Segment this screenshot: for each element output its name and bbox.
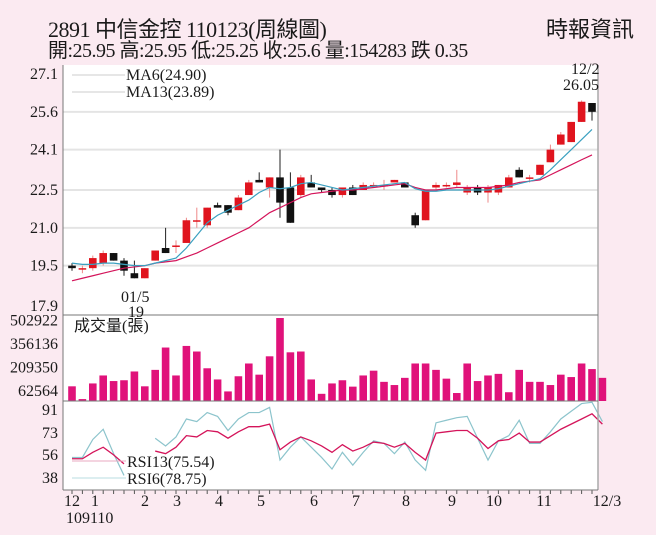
svg-text:21.0: 21.0	[30, 220, 58, 237]
high-value-annotation: 26.05	[563, 77, 599, 94]
chart-title: 2891 中信金控 110123(周線圖)	[48, 17, 327, 42]
svg-text:24.1: 24.1	[30, 142, 58, 159]
svg-text:502922: 502922	[10, 313, 58, 330]
moving-averages	[71, 129, 593, 282]
svg-text:11: 11	[536, 493, 551, 510]
svg-text:5: 5	[257, 493, 265, 510]
rsi13-legend: RSI13(75.54)	[127, 454, 215, 471]
rsi6-legend: RSI6(78.75)	[127, 471, 207, 488]
svg-text:9: 9	[448, 493, 456, 510]
svg-text:7: 7	[352, 493, 360, 510]
svg-text:6: 6	[310, 493, 318, 510]
svg-text:25.6: 25.6	[30, 104, 58, 121]
price-grid	[63, 110, 598, 267]
svg-text:4: 4	[215, 493, 223, 510]
svg-text:209350: 209350	[10, 360, 58, 377]
high-date-annotation: 12/2	[571, 61, 599, 78]
svg-text:8: 8	[402, 493, 410, 510]
svg-text:91: 91	[42, 402, 58, 419]
svg-text:10: 10	[486, 493, 502, 510]
volume-bars	[68, 318, 607, 401]
svg-text:62564: 62564	[18, 383, 58, 400]
svg-text:38: 38	[42, 470, 58, 487]
svg-text:1: 1	[91, 493, 99, 510]
ohlc-summary: 開:25.95 高:25.95 低:25.25 收:25.6 量:154283 …	[48, 40, 468, 62]
svg-text:56: 56	[42, 447, 58, 464]
svg-text:2: 2	[141, 493, 149, 510]
svg-text:73: 73	[42, 425, 58, 442]
svg-text:12/3: 12/3	[593, 493, 621, 510]
svg-text:27.1: 27.1	[30, 66, 58, 83]
svg-text:109110: 109110	[66, 510, 113, 527]
svg-text:17.9: 17.9	[30, 298, 58, 315]
svg-text:22.5: 22.5	[30, 182, 58, 199]
data-source-label: 時報資訊	[545, 17, 634, 42]
svg-text:12: 12	[64, 493, 80, 510]
low-value-annotation: 19	[128, 304, 144, 321]
low-date-annotation: 01/5	[121, 289, 149, 306]
ma13-legend: MA13(23.89)	[126, 84, 214, 101]
ma6-legend: MA6(24.90)	[126, 67, 206, 84]
rsi-lines	[72, 401, 603, 476]
svg-text:19.5: 19.5	[30, 258, 58, 275]
rsi-panel	[63, 401, 598, 490]
svg-text:356136: 356136	[10, 336, 58, 353]
volume-legend: 成交量(張)	[74, 317, 149, 335]
svg-text:3: 3	[173, 493, 181, 510]
